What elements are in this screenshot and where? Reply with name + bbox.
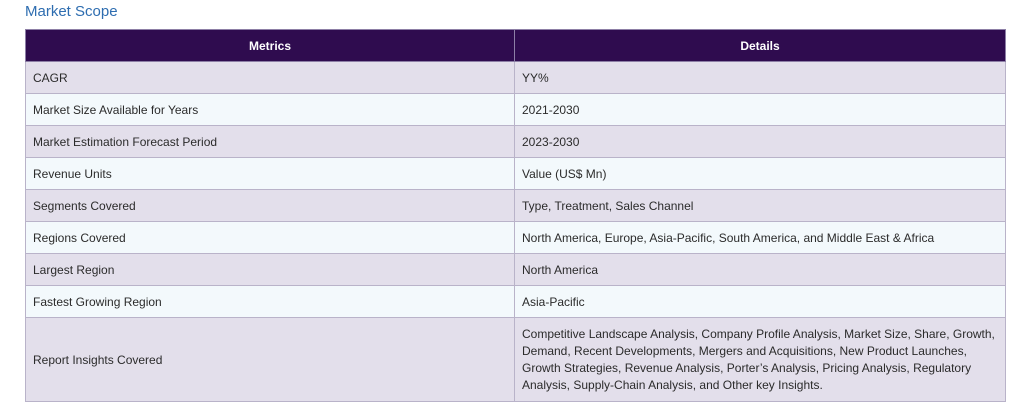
metric-cell: CAGR	[25, 61, 515, 94]
table-row: Market Size Available for Years 2021-203…	[25, 93, 1006, 126]
section-heading: Market Scope	[25, 3, 118, 20]
table-row: Regions Covered North America, Europe, A…	[25, 221, 1006, 254]
metric-cell: Report Insights Covered	[25, 317, 515, 402]
table-row: Revenue Units Value (US$ Mn)	[25, 157, 1006, 190]
metric-cell: Fastest Growing Region	[25, 285, 515, 318]
detail-cell: YY%	[514, 61, 1006, 94]
metric-cell: Segments Covered	[25, 189, 515, 222]
table-row: Segments Covered Type, Treatment, Sales …	[25, 189, 1006, 222]
table-row: Market Estimation Forecast Period 2023-2…	[25, 125, 1006, 158]
detail-cell: Competitive Landscape Analysis, Company …	[514, 317, 1006, 402]
column-header-metrics: Metrics	[25, 29, 515, 62]
detail-cell: North America, Europe, Asia-Pacific, Sou…	[514, 221, 1006, 254]
detail-cell: Value (US$ Mn)	[514, 157, 1006, 190]
table-row: CAGR YY%	[25, 61, 1006, 94]
column-header-details: Details	[514, 29, 1006, 62]
detail-cell: 2021-2030	[514, 93, 1006, 126]
metric-cell: Market Estimation Forecast Period	[25, 125, 515, 158]
detail-cell: 2023-2030	[514, 125, 1006, 158]
metric-cell: Largest Region	[25, 253, 515, 286]
table-header-row: Metrics Details	[25, 29, 1006, 62]
table-row: Largest Region North America	[25, 253, 1006, 286]
detail-cell: North America	[514, 253, 1006, 286]
metric-cell: Revenue Units	[25, 157, 515, 190]
market-scope-table: Metrics Details CAGR YY% Market Size Ava…	[25, 29, 1006, 402]
table-row: Report Insights Covered Competitive Land…	[25, 317, 1006, 402]
metric-cell: Market Size Available for Years	[25, 93, 515, 126]
detail-cell: Asia-Pacific	[514, 285, 1006, 318]
table-row: Fastest Growing Region Asia-Pacific	[25, 285, 1006, 318]
metric-cell: Regions Covered	[25, 221, 515, 254]
detail-cell: Type, Treatment, Sales Channel	[514, 189, 1006, 222]
